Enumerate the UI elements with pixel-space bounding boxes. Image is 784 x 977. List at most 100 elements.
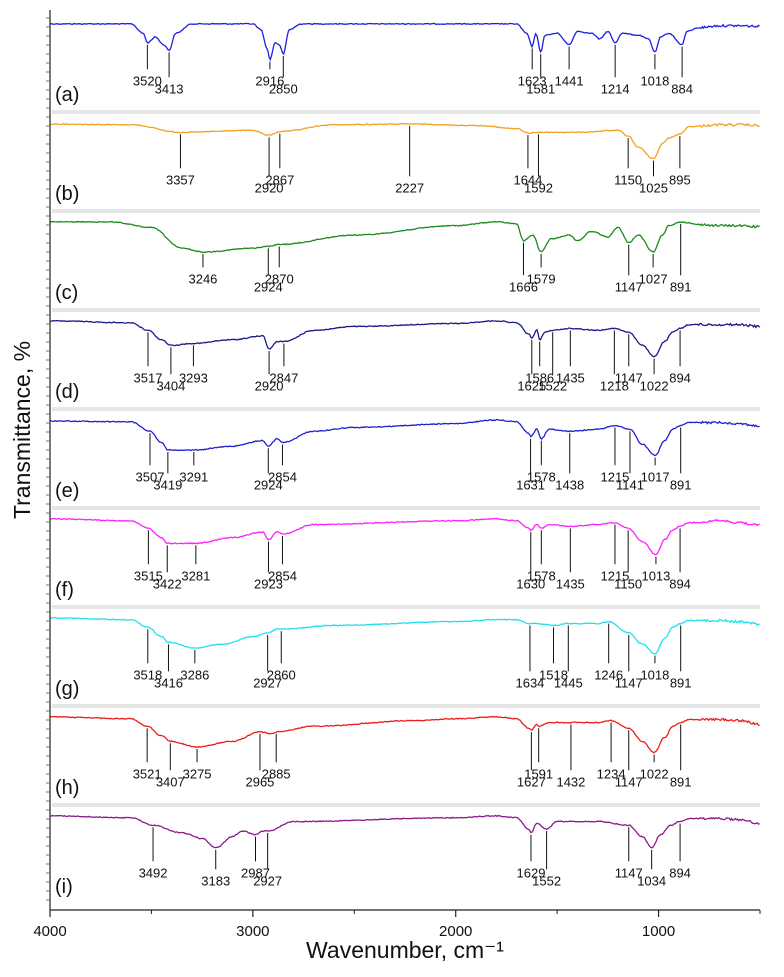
peak-label: 1629 [517, 865, 546, 880]
peak-label: 3416 [154, 675, 183, 690]
panel-label: (h) [55, 777, 79, 799]
peak-label: 1432 [556, 774, 585, 789]
panel-label: (b) [55, 183, 79, 205]
peak-label: 3407 [156, 774, 185, 789]
x-ticks: 4000 3000 2000 1000 [33, 910, 761, 940]
panel-label: (d) [55, 381, 79, 403]
peak-label: 2965 [245, 774, 274, 789]
peak-label: 1630 [516, 576, 545, 591]
peak-label: 1246 [594, 667, 623, 682]
peak-label: 1017 [641, 469, 670, 484]
peak-label: 891 [670, 675, 692, 690]
peak-label: 1586 [525, 370, 554, 385]
peak-label: 1522 [538, 378, 567, 393]
peak-label: 3521 [133, 766, 162, 781]
peak-label: 2227 [395, 180, 424, 195]
x-tick-label: 3000 [236, 923, 269, 940]
peak-label: 1631 [516, 477, 545, 492]
peak-label: 3404 [156, 378, 185, 393]
peak-label: 3286 [180, 667, 209, 682]
peak-label: 1150 [614, 172, 642, 187]
spectrum-line [49, 220, 760, 254]
peak-label: 1592 [524, 180, 553, 195]
panel-separator [52, 803, 760, 807]
spectrum-line [49, 22, 760, 62]
panel-label: (f) [55, 579, 74, 601]
panel-separator [52, 407, 760, 411]
peak-label: 2927 [253, 873, 282, 888]
peak-label: 1147 [615, 865, 643, 880]
peak-label: 1034 [637, 873, 666, 888]
peak-label: 1438 [555, 477, 584, 492]
y-minor-ticks [46, 17, 50, 901]
peak-label: 1215 [600, 568, 629, 583]
panel-separator [52, 605, 760, 609]
peak-label: 3275 [183, 766, 212, 781]
peak-label: 1214 [601, 81, 630, 96]
peak-label: 2854 [268, 469, 297, 484]
peak-label: 1591 [524, 766, 553, 781]
peak-label: 3293 [179, 370, 208, 385]
peak-label: 1627 [517, 774, 546, 789]
peak-label: 891 [670, 477, 692, 492]
peak-label: 1218 [600, 378, 629, 393]
panel-separator [52, 308, 760, 312]
spectrum-line [50, 814, 760, 849]
panel-label: (c) [55, 282, 78, 304]
peak-label: 1013 [641, 568, 670, 583]
peak-label: 1018 [640, 73, 669, 88]
peak-label: 3291 [179, 469, 208, 484]
peak-label: 1518 [539, 667, 568, 682]
peak-label: 2924 [254, 279, 283, 294]
peak-label: 3357 [166, 172, 195, 187]
peak-label: 1025 [639, 180, 668, 195]
peak-label: 1435 [556, 370, 585, 385]
peak-label: 1147 [615, 370, 643, 385]
peak-label: 2920 [255, 378, 284, 393]
spectrum-panel: (g)3518341632862927286016341518144512461… [49, 605, 760, 700]
peak-label: 3183 [201, 873, 230, 888]
peak-label: 1018 [640, 667, 669, 682]
peak-label: 3246 [188, 271, 217, 286]
peak-label: 1644 [513, 172, 542, 187]
peak-label: 2867 [265, 172, 294, 187]
peak-label: 2923 [254, 576, 283, 591]
peak-label: 3281 [181, 568, 210, 583]
peak-label: 1147 [615, 279, 643, 294]
panel-label: (e) [55, 480, 79, 502]
peak-label: 2847 [269, 370, 298, 385]
peak-label: 3515 [134, 568, 163, 583]
peak-label: 1141 [616, 477, 644, 492]
spectrum-panel: (e)3507341932912924285416311578143812151… [49, 407, 760, 502]
panel-separator [52, 506, 760, 510]
peak-label: 1634 [515, 675, 544, 690]
peak-label: 1579 [527, 271, 556, 286]
peak-label: 3518 [133, 667, 162, 682]
peak-label: 2860 [267, 667, 296, 682]
peak-label: 1578 [527, 568, 556, 583]
peak-label: 894 [669, 370, 691, 385]
spectrum-line [49, 418, 760, 457]
peak-label: 891 [670, 279, 692, 294]
spectrum-panel: (h)3521340732752965288516271591143212341… [49, 704, 760, 799]
panel-label: (g) [55, 678, 79, 700]
x-axis-label: Wavenumber, cm⁻¹ [306, 937, 504, 963]
peak-label: 1435 [556, 576, 585, 591]
peak-label: 2920 [255, 180, 284, 195]
spectrum-line [49, 715, 760, 754]
peak-label: 3422 [153, 576, 182, 591]
peak-label: 1625 [517, 378, 546, 393]
peak-label: 1022 [640, 766, 669, 781]
peak-label: 1578 [527, 469, 556, 484]
peak-label: 1552 [532, 873, 561, 888]
peak-label: 3419 [153, 477, 182, 492]
peak-label: 3413 [155, 81, 184, 96]
peak-label: 2987 [241, 865, 270, 880]
peak-label: 1623 [518, 73, 547, 88]
peak-label: 2924 [254, 477, 283, 492]
